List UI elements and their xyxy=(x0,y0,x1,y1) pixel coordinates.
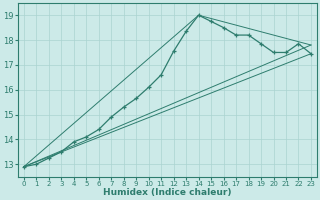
X-axis label: Humidex (Indice chaleur): Humidex (Indice chaleur) xyxy=(103,188,232,197)
